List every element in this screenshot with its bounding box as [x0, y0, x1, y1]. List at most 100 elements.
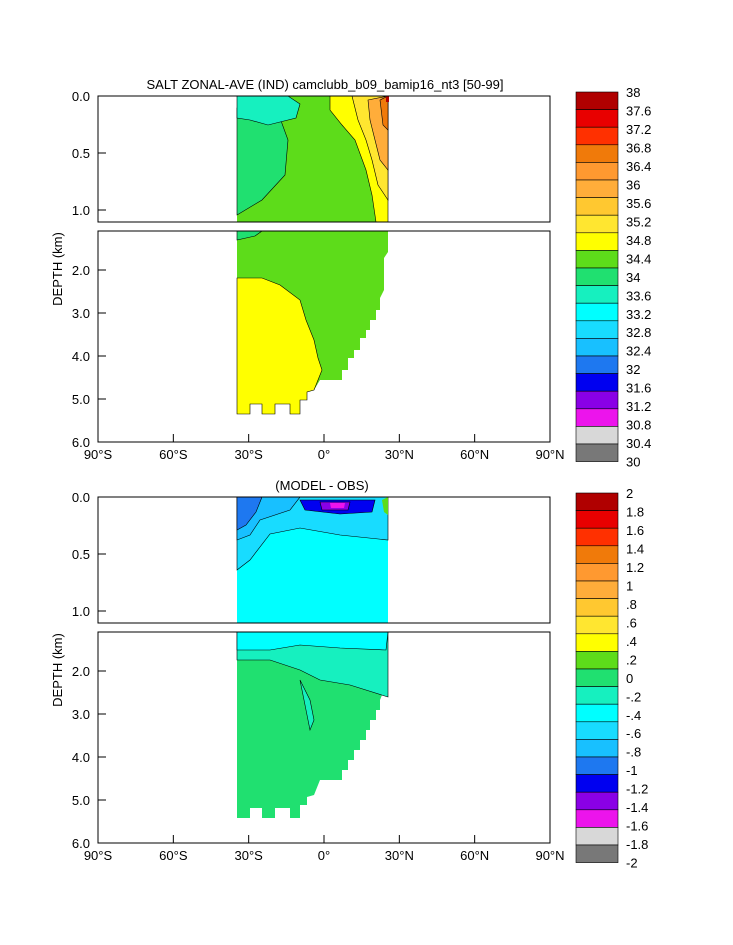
field-surface-peak	[330, 503, 345, 508]
y-ticks: 0.0 0.5 1.0 2.0 3.0 4.0 5.0 6.0	[72, 490, 106, 851]
x-tick-label: 90°S	[84, 848, 113, 863]
colorbar-label: 31.6	[626, 381, 651, 396]
colorbar-box	[575, 338, 619, 357]
colorbar-label: 1.2	[626, 560, 644, 575]
colorbar-box	[575, 527, 619, 547]
x-tick-label: 90°S	[84, 447, 113, 462]
colorbar-label: 33.2	[626, 307, 651, 322]
colorbar: 38 37.6 37.2 36.8 36.4 36 35.6 35.2 34.8 34.4 34 33…	[575, 85, 651, 470]
colorbar-box	[575, 426, 619, 445]
x-tick-label: 30°N	[385, 848, 414, 863]
x-tick-label: 60°S	[159, 447, 188, 462]
colorbar-label: 1.4	[626, 541, 644, 556]
colorbar-box	[575, 563, 619, 582]
colorbar-box	[575, 510, 619, 529]
colorbar-box	[575, 809, 619, 828]
colorbar-label: 36	[626, 177, 640, 192]
colorbar-label: 34.8	[626, 233, 651, 248]
colorbar-label: 35.2	[626, 214, 651, 229]
colorbar-box	[575, 126, 619, 146]
colorbar-label: 1.6	[626, 523, 644, 538]
colorbar-box	[575, 109, 619, 128]
colorbar-box	[575, 686, 619, 705]
colorbar-label: -1.6	[626, 819, 648, 834]
y-tick-label: 1.0	[72, 203, 90, 218]
colorbar-label: 30	[626, 455, 640, 470]
colorbar-label: 30.4	[626, 436, 651, 451]
field-hottest-region	[379, 95, 389, 131]
panel-title: (MODEL - OBS)	[275, 478, 368, 493]
panel-title: SALT ZONAL-AVE (IND) camclubb_b09_bamip1…	[147, 77, 504, 92]
y-axis-label: DEPTH (km)	[50, 232, 65, 306]
colorbar-label: 32	[626, 362, 640, 377]
colorbar-box	[575, 633, 619, 652]
colorbar-box	[575, 580, 619, 599]
colorbar-box	[575, 774, 619, 793]
colorbar-label: 32.8	[626, 325, 651, 340]
colorbar-label: 1	[626, 578, 633, 593]
colorbar-label: -.6	[626, 726, 641, 741]
colorbar-box	[575, 791, 619, 811]
x-tick-label: 60°N	[460, 447, 489, 462]
colorbar-box	[575, 615, 619, 635]
field-deep-contour	[299, 679, 315, 732]
colorbar-label: 36.8	[626, 140, 651, 155]
colorbar-label: -1.2	[626, 782, 648, 797]
x-tick-label: 30°N	[385, 447, 414, 462]
colorbar-box	[575, 267, 619, 286]
y-tick-label: 4.0	[72, 349, 90, 364]
colorbar-box	[575, 162, 619, 181]
y-tick-label: 0.5	[72, 547, 90, 562]
colorbar-box	[575, 179, 619, 198]
colorbar-box	[575, 703, 619, 723]
y-tick-label: 0.0	[72, 490, 90, 505]
colorbar-box	[575, 721, 619, 740]
colorbar-label: -1	[626, 763, 638, 778]
colorbar-label: -1.8	[626, 837, 648, 852]
colorbar-label: .6	[626, 615, 637, 630]
colorbar-box	[575, 739, 619, 758]
colorbar-box	[575, 545, 619, 564]
lower-field	[236, 631, 389, 818]
upper-frame	[97, 95, 551, 223]
colorbar-box	[575, 214, 619, 234]
colorbar-label: -.2	[626, 689, 641, 704]
x-tick-label: 0°	[318, 447, 330, 462]
x-tick-label: 60°N	[460, 848, 489, 863]
field-deep-saline	[236, 277, 323, 415]
y-tick-label: 4.0	[72, 750, 90, 765]
colorbar-box	[575, 827, 619, 846]
colorbar-label: 0	[626, 671, 633, 686]
colorbar-box	[575, 91, 619, 110]
colorbar-label: 34.4	[626, 251, 651, 266]
colorbar-label: -1.4	[626, 800, 648, 815]
field-thin-surface	[236, 631, 389, 651]
field-surface-cool	[236, 95, 301, 126]
x-tick-label: 90°N	[535, 447, 564, 462]
colorbar-box	[575, 598, 619, 617]
y-tick-label: 5.0	[72, 793, 90, 808]
upper-field	[236, 496, 389, 623]
y-tick-label: 6.0	[72, 435, 90, 450]
colorbar-label: .4	[626, 634, 637, 649]
colorbar-label: 32.4	[626, 344, 651, 359]
upper-frame	[97, 496, 551, 624]
x-tick-label: 60°S	[159, 848, 188, 863]
colorbar-box	[575, 443, 619, 462]
colorbar-label: 36.4	[626, 159, 651, 174]
colorbar-label: 37.6	[626, 103, 651, 118]
colorbar-label: -2	[626, 856, 638, 871]
x-tick-label: 30°S	[234, 848, 263, 863]
colorbar-box	[575, 651, 619, 670]
panel-diff: (MODEL - OBS) DEPTH (km) 90°S 60°S 30°S 0° 3…	[50, 478, 648, 871]
colorbar-box	[575, 144, 619, 163]
colorbar-box	[575, 408, 619, 427]
y-tick-label: 5.0	[72, 392, 90, 407]
colorbar-box	[575, 355, 619, 374]
colorbar-label: 37.2	[626, 122, 651, 137]
x-tick-label: 0°	[318, 848, 330, 863]
colorbar-box	[575, 390, 619, 410]
x-tick-label: 30°S	[234, 447, 263, 462]
y-tick-label: 0.0	[72, 89, 90, 104]
